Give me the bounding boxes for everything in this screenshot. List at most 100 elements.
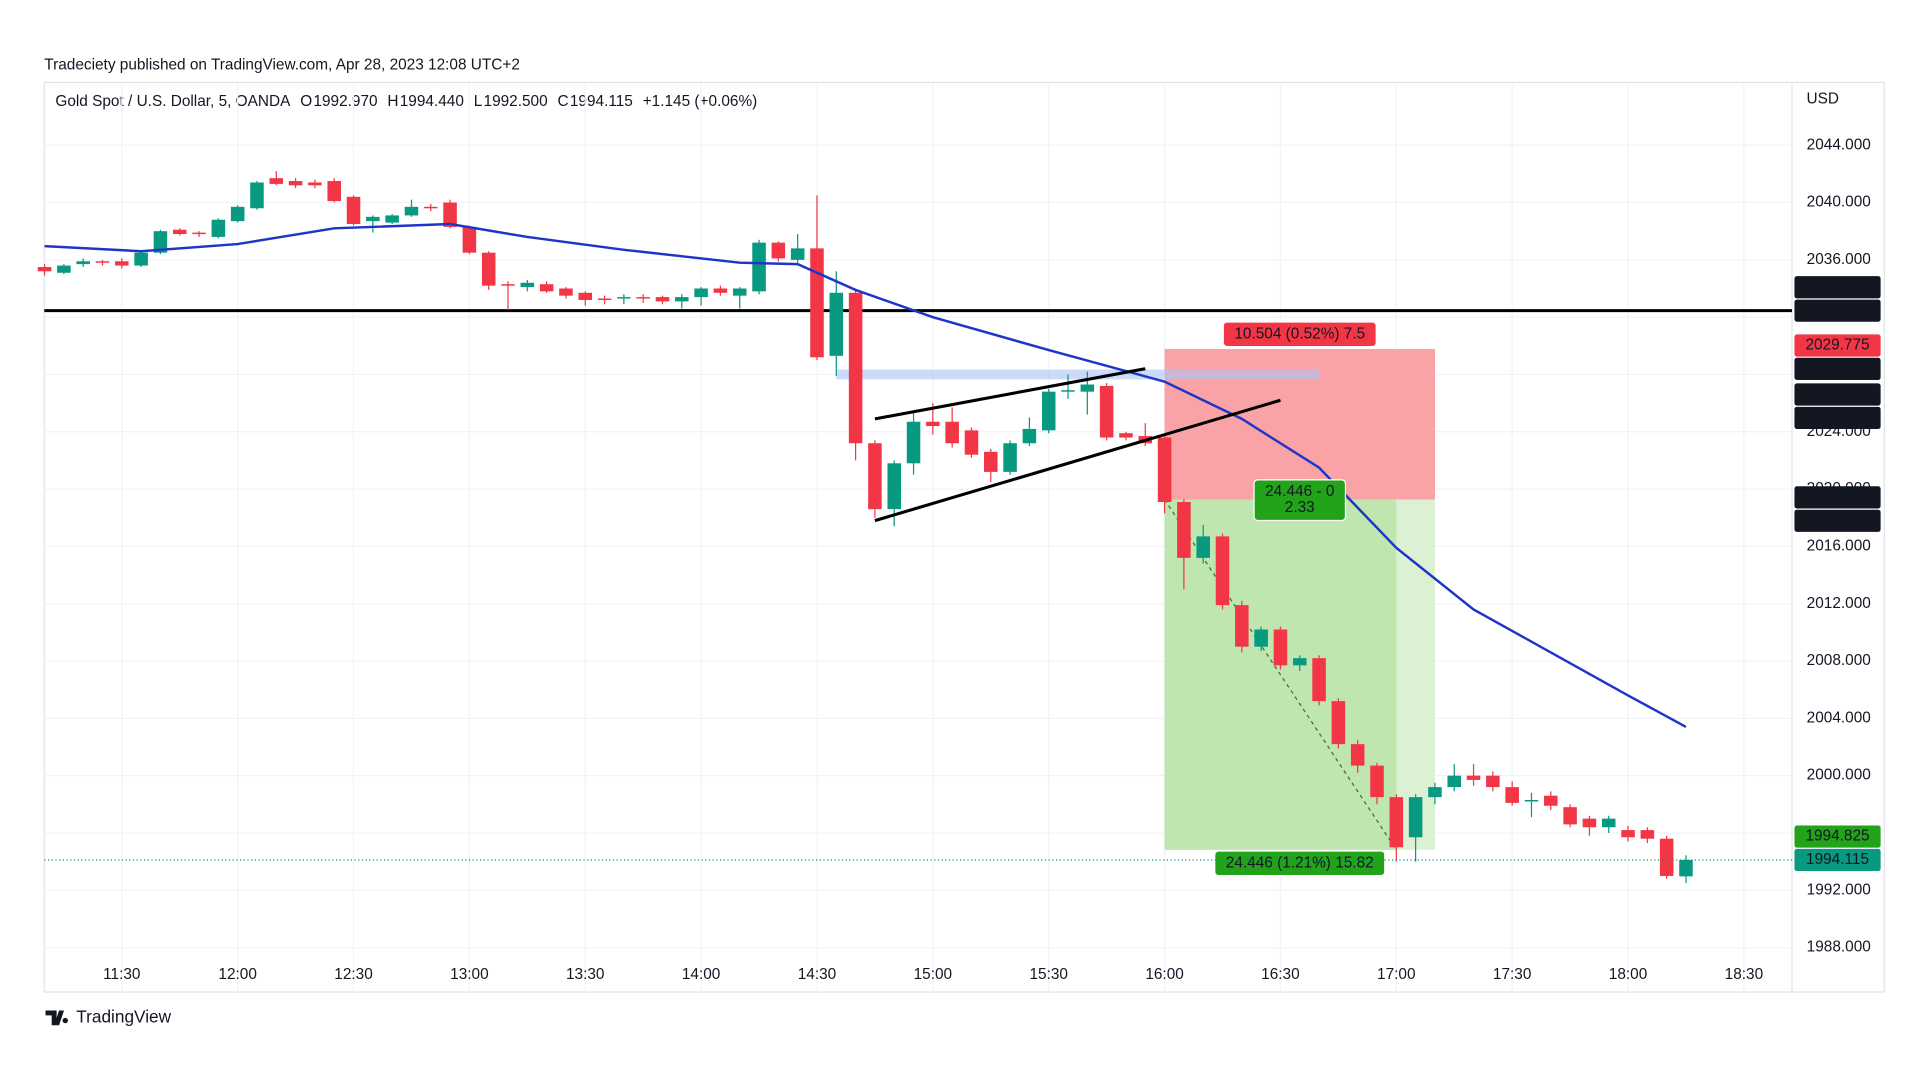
candle-body [559,288,573,296]
price-tag [1794,357,1881,380]
plot: 10.504 (0.52%) 7.5 24.446 - 02.33 24.446 (… [37,171,1792,884]
candle-body [1350,744,1365,766]
price-tag [1794,276,1881,299]
trend-line [874,398,1281,523]
price-tag [1794,334,1881,357]
candle-body [1408,797,1423,838]
candle-body [1022,428,1037,444]
x-tick-label: 12:30 [334,966,372,983]
entry-label-box [1253,479,1347,522]
candle-body [115,261,129,266]
axes: USD1988.0001992.0001996.0002000.0002004.… [103,91,1881,983]
candle-body [327,181,341,202]
x-tick-label: 13:00 [450,966,488,983]
candle-body [1505,787,1519,803]
x-tick-label: 13:30 [566,966,604,983]
candle-body [1370,765,1384,798]
price-tag-label: 2028.390 [1805,360,1869,377]
candle-body [1563,807,1577,825]
x-tick-label: 17:30 [1493,966,1531,983]
candle-body [1659,838,1674,876]
candle-body [1292,658,1307,666]
candle-body [424,206,438,209]
candle-body [887,463,901,510]
candle-body [76,261,90,265]
y-tick-label: 2004.000 [1807,709,1871,726]
candle-body [269,178,284,184]
candle-body [1601,818,1616,828]
candle-body [1254,629,1268,647]
x-tick-label: 15:00 [914,966,952,983]
candle-body [1621,830,1635,838]
y-tick-label: 2012.000 [1807,595,1871,612]
candle-body [1486,775,1500,788]
price-tag [1794,299,1881,322]
candle-body [1003,443,1017,472]
legend-key: C [558,93,569,110]
trend-line [874,367,1146,421]
logo-mark [45,1010,68,1026]
x-tick-label: 17:00 [1377,966,1415,983]
stop-label: 10.504 (0.52%) 7.5 [1222,321,1377,348]
candle-body [1389,797,1404,848]
candle-body [1447,775,1462,788]
stop-label-box [1222,321,1377,348]
x-tick-label: 18:00 [1609,966,1647,983]
price-tag [1794,486,1881,509]
candle-body [675,297,689,302]
candle-body [192,232,206,235]
legend-change: +1.145 (+0.06%) [643,93,758,110]
footer-logo: TradingView [45,1006,172,1026]
candle-body [385,215,399,223]
x-tick-label: 11:30 [103,966,140,983]
y-tick-label: 2008.000 [1807,652,1871,669]
x-tick-label: 14:00 [682,966,720,983]
y-tick-label: 1988.000 [1807,939,1871,956]
target-label: 24.446 (1.21%) 15.82 [1214,850,1386,877]
price-tag-label: 2032.454 [1805,302,1870,319]
candle-body [211,219,226,237]
candle-body [597,298,612,301]
price-tag [1794,406,1881,429]
legend-value: 1992.970 [313,93,377,110]
candle-body [732,288,747,296]
entry-label-text: 2.33 [1285,499,1315,516]
candle-body [153,231,168,253]
candle-body [984,451,998,472]
candle-body [752,242,766,292]
candle-body [1679,859,1693,877]
y-tick-label: 2016.000 [1807,537,1871,554]
candle-body [134,252,148,266]
candle-body [1640,830,1655,839]
candle-body [1544,795,1558,806]
candle-body [37,267,52,272]
candle-body [346,196,361,225]
legend-value: 1994.115 [570,93,633,110]
candle-body [481,252,496,286]
candle-body [443,202,457,227]
candle-body [1119,433,1133,438]
candle-body [1466,775,1481,780]
x-tick-label: 14:30 [798,966,836,983]
candle-body [790,248,805,260]
candle-body [539,284,554,292]
price-tag [1794,383,1881,406]
legend-key: O [300,93,312,110]
legend: Gold Spot / U.S. Dollar, 5, OANDA O 1992.9… [55,93,757,110]
legend-symbol: Gold Spot / U.S. Dollar, 5, OANDA [55,93,291,110]
y-tick-label: 2040.000 [1807,194,1871,211]
candle-body [926,421,940,427]
candle-body [1582,818,1597,828]
price-tag-label: 1994.825 [1805,828,1869,845]
candle-body [1157,437,1172,502]
candle-body [713,288,728,293]
candle-body [655,297,670,302]
price-tag-label: 2017.789 [1805,512,1869,529]
candle-body [1428,787,1442,798]
candle-body [636,297,650,299]
candle-body [1524,800,1539,802]
x-tick-label: 16:30 [1261,966,1299,983]
grid [44,82,1792,992]
candle-body [945,421,959,444]
